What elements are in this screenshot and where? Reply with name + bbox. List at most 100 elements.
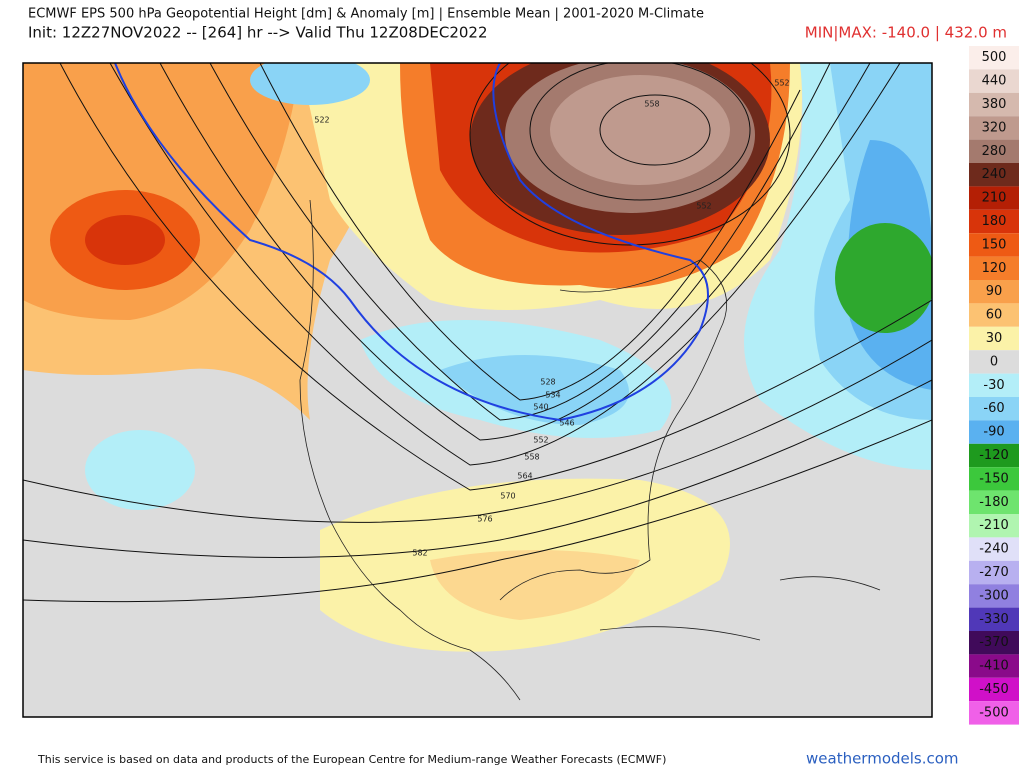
subtitle: Init: 12Z27NOV2022 -- [264] hr --> Valid… — [28, 24, 488, 42]
colorbar-label: 0 — [990, 354, 998, 369]
contour-label: 552 — [774, 79, 789, 88]
coastlines — [299, 199, 881, 701]
contour — [23, 419, 932, 603]
colorbar-swatch — [969, 69, 1019, 93]
site-link[interactable]: weathermodels.com — [806, 750, 959, 768]
colorbar-swatch — [969, 467, 1019, 491]
contour-label: 570 — [500, 492, 515, 501]
title: ECMWF EPS 500 hPa Geopotential Height [d… — [28, 7, 704, 22]
contour — [469, 63, 791, 246]
colorbar-label: -210 — [979, 518, 1009, 533]
colorbar-swatch — [969, 607, 1019, 631]
anomaly-negative — [250, 63, 370, 105]
colorbar-swatch — [969, 233, 1019, 257]
colorbar-label: 240 — [982, 167, 1007, 182]
colorbar-swatch — [969, 280, 1019, 304]
colorbar-label: 380 — [982, 97, 1007, 112]
colorbar-swatch — [969, 326, 1019, 351]
colorbar-label: -60 — [983, 401, 1004, 416]
colorbar-label: 210 — [982, 191, 1007, 206]
contour-label: 558 — [524, 453, 539, 462]
contour — [23, 339, 932, 523]
anomaly-negative — [85, 430, 195, 510]
colorbar-swatch — [969, 209, 1019, 234]
colorbar-label: -90 — [983, 425, 1004, 440]
anomaly-negative — [835, 223, 932, 333]
contour-label: 576 — [477, 515, 492, 524]
contour-label: 528 — [540, 378, 555, 387]
colorbar-label: 150 — [982, 237, 1007, 252]
colorbar-swatch — [969, 139, 1019, 163]
climo-line — [114, 63, 709, 422]
colorbar-swatch — [969, 443, 1019, 468]
colorbar-swatch — [969, 631, 1019, 655]
map-frame — [22, 62, 933, 718]
colorbar-label: 440 — [982, 74, 1007, 89]
contour-label: 540 — [533, 403, 548, 412]
colorbar-label: -300 — [979, 588, 1009, 603]
colorbar-label: -500 — [979, 705, 1009, 720]
colorbar-label: 60 — [986, 308, 1003, 323]
coastline — [299, 199, 727, 701]
anomaly-positive — [430, 550, 640, 620]
contour-label: 552 — [533, 436, 548, 445]
contour — [109, 63, 901, 466]
colorbar-swatch — [969, 303, 1019, 327]
colorbar-swatch — [969, 701, 1019, 725]
contour — [529, 63, 751, 201]
colorbar-label: -370 — [979, 635, 1009, 650]
colorbar-swatch — [969, 116, 1019, 140]
colorbar-label: 320 — [982, 120, 1007, 135]
colorbar-swatch — [969, 46, 1019, 70]
contour — [599, 94, 711, 166]
colorbar-swatch — [969, 163, 1019, 187]
contour — [209, 63, 831, 421]
colorbar-label: 280 — [982, 144, 1007, 159]
colorbar-label: -240 — [979, 542, 1009, 557]
colorbar-label: -120 — [979, 448, 1009, 463]
contour — [23, 379, 932, 558]
colorbar-label: -150 — [979, 471, 1009, 486]
colorbar-swatch — [969, 186, 1019, 210]
footer-notice: This service is based on data and produc… — [37, 753, 666, 766]
colorbar-label: 120 — [982, 261, 1007, 276]
colorbar-swatch — [969, 256, 1019, 280]
colorbar-swatch — [969, 560, 1019, 585]
contour — [59, 63, 932, 491]
contour-label: 534 — [545, 391, 560, 400]
colorbar-swatch — [969, 420, 1019, 444]
colorbar-swatch — [969, 584, 1019, 608]
coastline — [599, 576, 881, 641]
contour-label: 564 — [517, 472, 532, 481]
colorbar-label: -30 — [983, 378, 1004, 393]
contour-label: 546 — [559, 419, 574, 428]
contour — [159, 63, 871, 441]
contour-labels: 552 558 552 522 528 534 540 546 552 558 564 570 576 5… — [314, 79, 789, 558]
colorbar-label: -410 — [979, 659, 1009, 674]
colorbar-swatch — [969, 677, 1019, 702]
colorbar-swatch — [969, 490, 1019, 514]
colorbar: 500 440 380 320 280 240 210 180 150 120 90 60 30 0 -30… — [969, 46, 1019, 725]
contour — [259, 63, 801, 401]
colorbar-swatch — [969, 373, 1019, 397]
colorbar-swatch — [969, 350, 1019, 374]
colorbar-label: -180 — [979, 495, 1009, 510]
contour-label: 558 — [644, 100, 659, 109]
colorbar-swatch — [969, 397, 1019, 421]
colorbar-swatch — [969, 514, 1019, 538]
colorbar-label: 90 — [986, 284, 1003, 299]
colorbar-label: 500 — [982, 50, 1007, 65]
contour-label: 552 — [696, 202, 711, 211]
colorbar-swatch — [969, 537, 1019, 561]
colorbar-swatch — [969, 654, 1019, 678]
contours — [23, 63, 932, 603]
colorbar-label: -270 — [979, 565, 1009, 580]
map: 552 558 552 522 528 534 540 546 552 558 564 570 576 5… — [23, 63, 932, 717]
colorbar-label: -450 — [979, 682, 1009, 697]
anomaly-positive — [85, 215, 165, 265]
colorbar-label: -330 — [979, 612, 1009, 627]
contour-label: 522 — [314, 116, 329, 125]
colorbar-label: 180 — [982, 214, 1007, 229]
contour-label: 582 — [412, 549, 427, 558]
